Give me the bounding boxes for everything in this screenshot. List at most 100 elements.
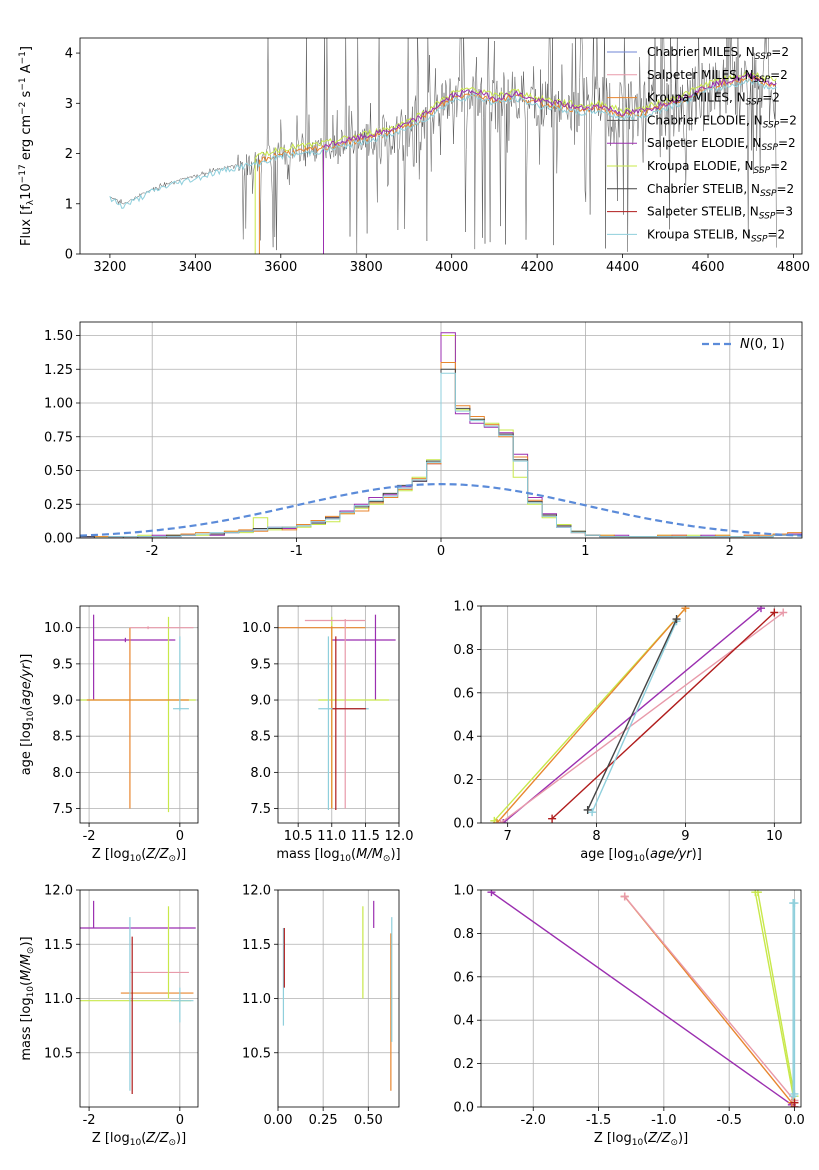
label-part: =2 bbox=[777, 182, 795, 196]
label-part: =2 bbox=[779, 113, 797, 127]
x-tick-label: -1 bbox=[290, 544, 303, 559]
label-part: 10 bbox=[633, 854, 645, 864]
y-tick-label: 12.0 bbox=[44, 884, 73, 899]
legend-label: Salpeter ELODIE, NSSP=2 bbox=[647, 136, 796, 153]
y-tick-label: 1.0 bbox=[453, 884, 474, 899]
label-part: SSP bbox=[755, 52, 772, 62]
x-tick-label: 9 bbox=[681, 829, 689, 844]
y-tick-label: 1.25 bbox=[44, 363, 73, 378]
x-tick-label: 4200 bbox=[521, 260, 554, 275]
x-tick-label: -1.5 bbox=[586, 1113, 611, 1128]
panel-age-vs-Z: -2 07.58.08.59.09.510.0Z [log10(Z/Z⊙)]age… bbox=[19, 605, 199, 864]
y-axis-label: Flux [fλ10−17 erg cm−2 s−1 A−1] bbox=[18, 46, 36, 246]
histogram-step-line bbox=[80, 372, 802, 538]
y-tick-label: 9.0 bbox=[250, 694, 271, 709]
mass-weight-line bbox=[757, 892, 796, 1097]
panel-mass-vs-Z: -2 010.511.011.512.0Z [log10(Z/Z⊙)]mass [… bbox=[19, 884, 199, 1148]
label-part: M/M bbox=[19, 954, 34, 981]
legend: N(0, 1) bbox=[702, 337, 785, 352]
y-tick-label: 0.0 bbox=[453, 817, 474, 832]
y-tick-label: 8.5 bbox=[250, 730, 271, 745]
label-part: =2 bbox=[778, 136, 796, 150]
label-part: 10 bbox=[26, 986, 36, 998]
label-part: Z [log bbox=[92, 1131, 130, 1146]
plot-area bbox=[278, 614, 396, 810]
label-part: =2 bbox=[767, 227, 785, 241]
plus-marker bbox=[779, 608, 788, 617]
panel-age-vs-mass: 10.5 11.0 11.5 12.0 7.5 8.0 8.5 9.0 9.5 10.0 mass … bbox=[242, 605, 413, 864]
y-tick-label: 0.00 bbox=[44, 532, 73, 547]
x-tick-label: 10.5 bbox=[284, 829, 313, 844]
x-tick-label: 4000 bbox=[435, 260, 468, 275]
y-tick-label: 11.5 bbox=[44, 938, 73, 953]
label-part: Z [log bbox=[594, 1131, 632, 1146]
x-tick-label: 0.50 bbox=[354, 1113, 383, 1128]
panel-residual-histogram: -2 -1 0 1 2 0.00 0.25 0.50 0.75 1.00 1.25 1.50 N(0, … bbox=[44, 321, 803, 559]
plus-marker bbox=[583, 805, 592, 814]
label-part: 10 bbox=[130, 1138, 142, 1148]
label-part: (0, 1) bbox=[750, 337, 785, 352]
y-tick-label: 0.0 bbox=[453, 1101, 474, 1116]
label-part: 10 bbox=[340, 854, 352, 864]
plot-area bbox=[109, 38, 777, 254]
label-part: −1 bbox=[18, 77, 28, 90]
label-part: ] bbox=[19, 46, 34, 51]
y-tick-label: 0.75 bbox=[44, 430, 73, 445]
label-part: )] bbox=[19, 654, 34, 664]
label-part: Salpeter MILES, N bbox=[647, 68, 754, 82]
y-axis-label: age [log10(age/yr)] bbox=[19, 654, 36, 776]
panel-mass-vs-EBV: 0.00 0.25 0.50 10.5 11.0 11.5 12.0 bbox=[242, 884, 400, 1128]
x-tick-label: 0 bbox=[437, 544, 445, 559]
label-part: SSP bbox=[761, 143, 778, 153]
label-part: 10 bbox=[26, 710, 36, 722]
x-tick-label: 7 bbox=[504, 829, 512, 844]
y-tick-label: 7.5 bbox=[250, 802, 271, 817]
x-tick-label: 0 bbox=[176, 829, 184, 844]
plus-marker bbox=[770, 608, 779, 617]
label-part: Kroupa ELODIE, N bbox=[647, 159, 754, 173]
y-tick-label: 1 bbox=[65, 197, 73, 212]
x-tick-label: 3600 bbox=[264, 260, 297, 275]
label-part: ( bbox=[141, 847, 146, 862]
plot-area bbox=[80, 900, 196, 1094]
y-tick-label: 10.5 bbox=[44, 1046, 73, 1061]
label-part: =2 bbox=[770, 68, 788, 82]
plus-marker bbox=[790, 1089, 799, 1098]
label-part: λ bbox=[26, 199, 36, 205]
y-tick-label: 9.5 bbox=[52, 657, 73, 672]
label-part: ⊙ bbox=[168, 1138, 176, 1148]
x-tick-label: 3400 bbox=[179, 260, 212, 275]
x-axis-label: age [log10(age/yr)] bbox=[580, 847, 702, 864]
x-tick-label: 0.00 bbox=[264, 1113, 293, 1128]
mass-weight-line bbox=[551, 611, 775, 820]
label-part: Z/Z bbox=[647, 1131, 671, 1146]
label-part: N bbox=[740, 337, 750, 352]
plus-marker bbox=[493, 819, 501, 823]
label-part: Chabrier MILES, N bbox=[647, 45, 755, 59]
x-tick-label: 11.5 bbox=[351, 829, 380, 844]
y-tick-label: 0.4 bbox=[453, 730, 474, 745]
label-part: s bbox=[19, 90, 34, 101]
model-spectrum-line bbox=[109, 77, 777, 210]
legend-label: Salpeter STELIB, NSSP=3 bbox=[647, 205, 793, 222]
label-part: M/M bbox=[356, 847, 383, 862]
plus-marker bbox=[790, 1098, 799, 1107]
y-tick-label: 2 bbox=[65, 147, 73, 162]
axes-frame bbox=[79, 37, 803, 255]
label-part: Salpeter STELIB, N bbox=[647, 205, 759, 219]
x-tick-label: 0.0 bbox=[784, 1113, 805, 1128]
gaussian-curve bbox=[80, 482, 802, 537]
y-axis-label: mass [log10(M/M⊙)] bbox=[19, 936, 36, 1060]
plus-marker bbox=[790, 899, 799, 908]
x-tick-label: -0.5 bbox=[716, 1113, 741, 1128]
y-tick-label: 9.5 bbox=[250, 657, 271, 672]
x-axis-label: Z [log10(Z/Z⊙)] bbox=[92, 847, 186, 864]
axes-frame bbox=[480, 889, 802, 1108]
x-tick-label: 11.0 bbox=[317, 829, 346, 844]
x-tick-label: 4800 bbox=[777, 260, 810, 275]
y-tick-label: 9.0 bbox=[52, 694, 73, 709]
x-axis-label: Z [log10(Z/Z⊙)] bbox=[92, 1131, 186, 1148]
axes-frame bbox=[277, 605, 400, 824]
